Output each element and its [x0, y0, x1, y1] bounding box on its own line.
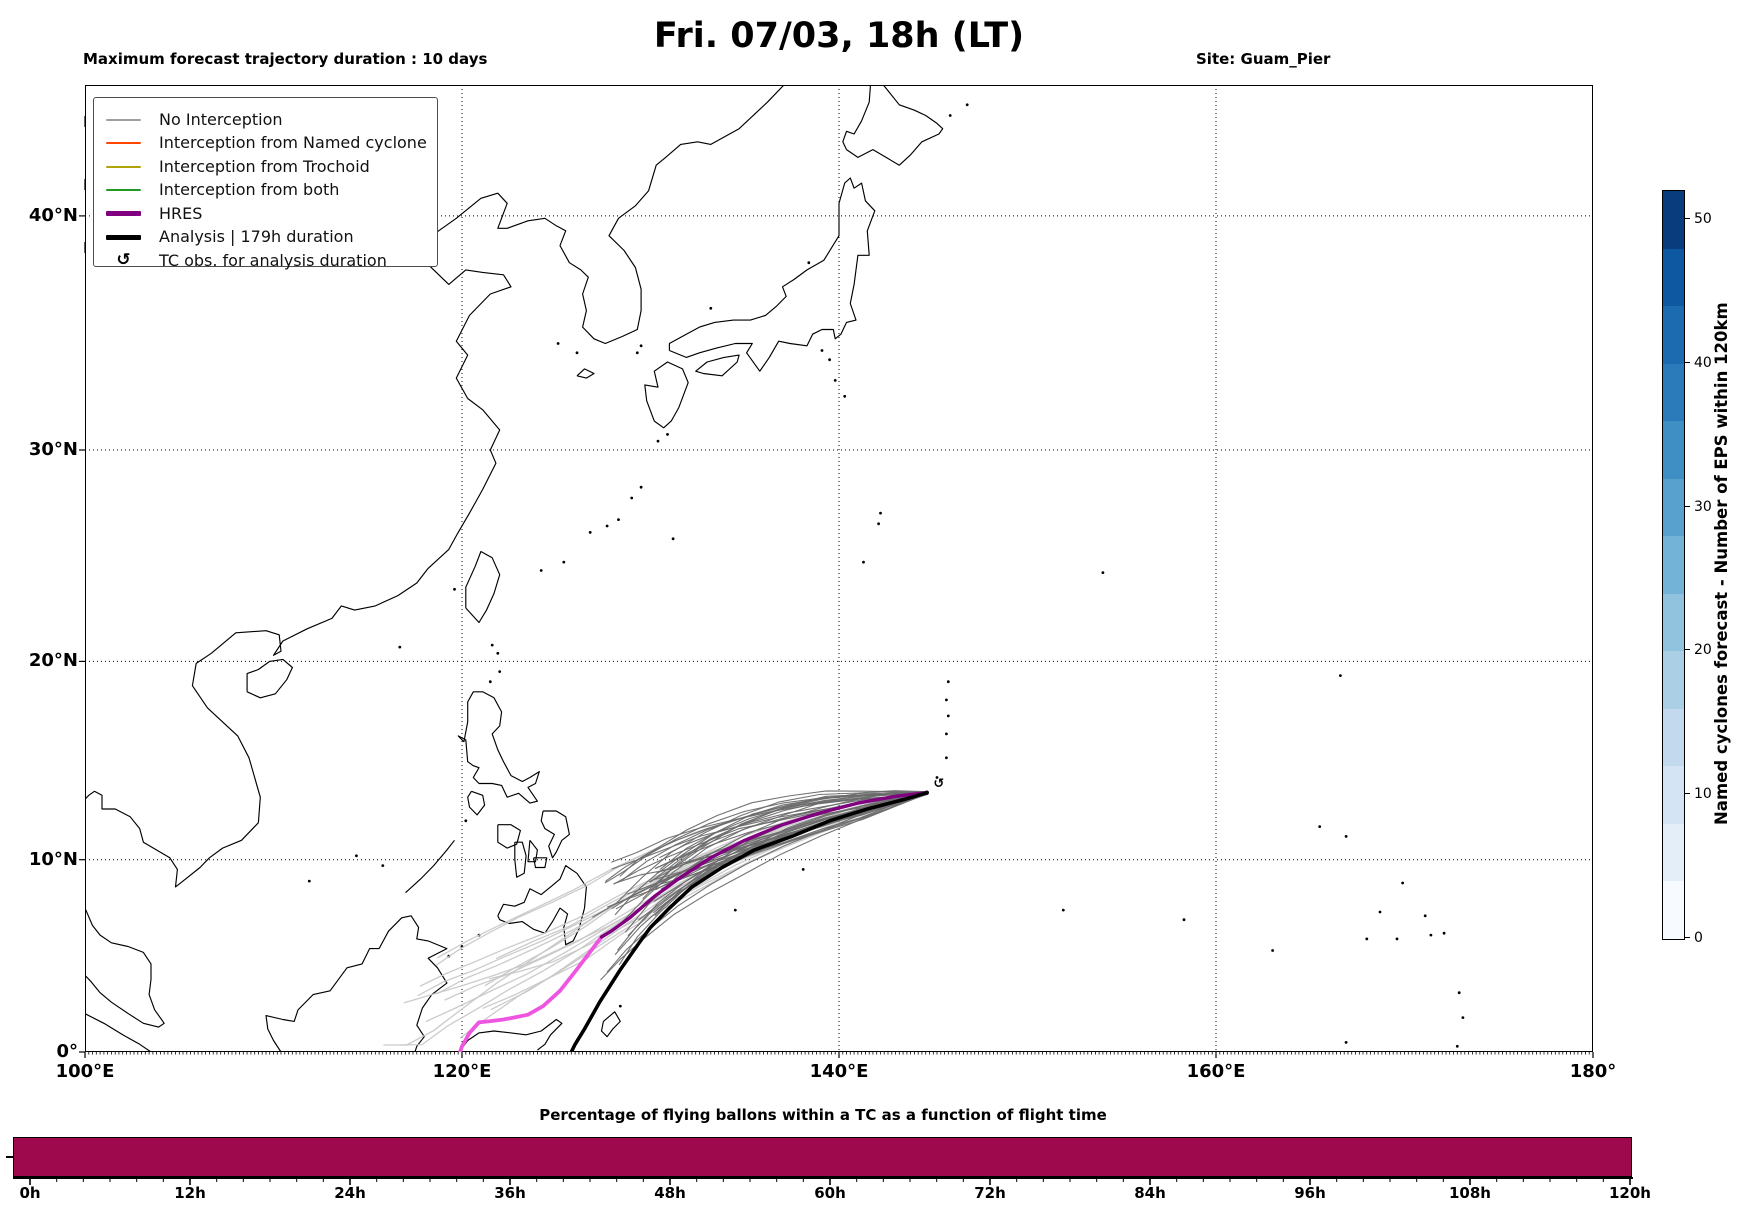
colorbar-tick-label: 10: [1694, 786, 1712, 802]
ftick-72h: 72h: [974, 1184, 1006, 1202]
ftick-120h: 120h: [1609, 1184, 1651, 1202]
colorbar-label: Named cyclones forecast - Number of EPS …: [1712, 302, 1731, 826]
colorbar-tick: [1685, 362, 1690, 364]
no-interception-line-icon: [106, 118, 141, 121]
flight-chart-ytick: [6, 1156, 13, 1158]
colorbar-tick-label: 20: [1694, 642, 1712, 658]
trochoid-line-icon: [106, 165, 141, 168]
site-text: Site: Guam_Pier: [1196, 50, 1331, 68]
max-duration-text: Maximum forecast trajectory duration : 1…: [83, 50, 488, 68]
legend-label: No Interception: [159, 109, 283, 129]
flight-chart-title: Percentage of flying ballons within a TC…: [539, 1106, 1107, 1124]
map-canvas: ↺: [79, 85, 1594, 1058]
colorbar-tick-label: 30: [1694, 499, 1712, 515]
colorbar-tick-label: 0: [1694, 930, 1703, 946]
legend-item-hres: HRES: [106, 202, 437, 226]
ytick-30n: 30°N: [28, 439, 78, 460]
legend-label: Analysis | 179h duration: [159, 227, 354, 247]
legend-label: TC obs. for analysis duration: [159, 250, 387, 270]
colorbar: [1662, 190, 1685, 940]
colorbar-tick: [1685, 937, 1690, 939]
legend-item-analysis: Analysis | 179h duration: [106, 226, 437, 250]
ftick-108h: 108h: [1449, 1184, 1491, 1202]
ftick-84h: 84h: [1134, 1184, 1166, 1202]
analysis-line-icon: [106, 234, 141, 240]
flight-chart-ticks: [29, 1178, 1631, 1185]
xtick-120e: 120°E: [432, 1061, 492, 1082]
xtick-140e: 140°E: [809, 1061, 869, 1082]
colorbar-tick: [1685, 506, 1690, 508]
flight-bar: [13, 1137, 1632, 1177]
both-line-icon: [106, 189, 141, 192]
legend-item-tc-obs: ↺ TC obs. for analysis duration: [106, 249, 437, 273]
ytick-0: 0°: [56, 1041, 78, 1062]
ftick-96h: 96h: [1294, 1184, 1326, 1202]
colorbar-tick-label: 40: [1694, 355, 1712, 371]
ytick-20n: 20°N: [28, 650, 78, 671]
legend-label: HRES: [159, 203, 203, 223]
ftick-60h: 60h: [814, 1184, 846, 1202]
ytick-40n: 40°N: [28, 205, 78, 226]
legend-label: Interception from both: [159, 180, 340, 200]
map-legend: No Interception Interception from Named …: [93, 97, 438, 270]
ftick-24h: 24h: [334, 1184, 366, 1202]
xtick-100e: 100°E: [55, 1061, 115, 1082]
legend-item-both: Interception from both: [106, 179, 437, 203]
colorbar-tick: [1685, 793, 1690, 795]
ytick-10n: 10°N: [28, 849, 78, 870]
legend-item-trochoid: Interception from Trochoid: [106, 155, 437, 179]
legend-label: Interception from Named cyclone: [159, 133, 427, 153]
svg-text:↺: ↺: [933, 776, 944, 791]
ftick-36h: 36h: [494, 1184, 526, 1202]
named-cyclone-line-icon: [106, 142, 141, 145]
legend-label: Interception from Trochoid: [159, 156, 370, 176]
hres-line-icon: [106, 211, 141, 217]
xtick-180: 180°: [1569, 1061, 1617, 1082]
flight-chart-axis: [13, 1177, 1633, 1179]
xtick-160e: 160°E: [1186, 1061, 1246, 1082]
ftick-12h: 12h: [174, 1184, 206, 1202]
page-title: Fri. 07/03, 18h (LT): [653, 16, 1025, 56]
ftick-48h: 48h: [654, 1184, 686, 1202]
colorbar-tick: [1685, 649, 1690, 651]
colorbar-tick-label: 50: [1694, 211, 1712, 227]
colorbar-tick: [1685, 218, 1690, 220]
ftick-0h: 0h: [19, 1184, 41, 1202]
legend-item-named-cyclone: Interception from Named cyclone: [106, 132, 437, 156]
tc-obs-icon: ↺: [116, 250, 131, 271]
legend-item-no-interception: No Interception: [106, 108, 437, 132]
